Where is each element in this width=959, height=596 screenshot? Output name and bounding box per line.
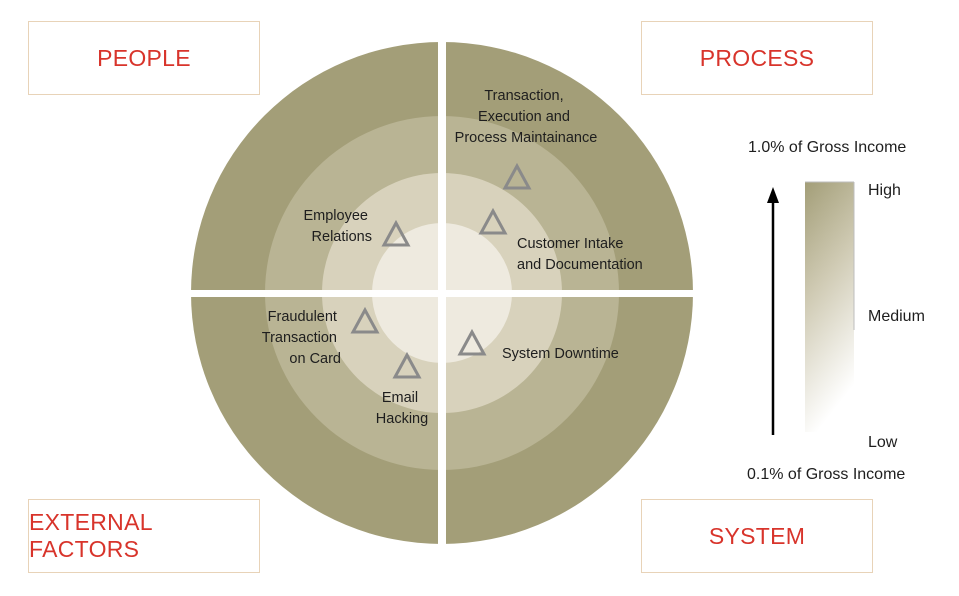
arrow-up-icon — [767, 187, 779, 203]
risk-marker-triangle-icon[interactable] — [502, 162, 532, 190]
quadrant-label-external-factors: EXTERNAL FACTORS — [28, 499, 260, 573]
risk-marker-triangle-icon[interactable] — [457, 328, 487, 356]
legend-top-label: 1.0% of Gross Income — [748, 139, 907, 156]
legend-low-label: Low — [868, 434, 898, 451]
risk-marker-triangle-icon[interactable] — [350, 306, 380, 334]
legend-high-label: High — [868, 182, 901, 199]
risk-label-email-hacking: Email Hacking — [376, 390, 428, 427]
risk-marker-triangle-icon[interactable] — [392, 351, 422, 379]
quadrant-label-system: SYSTEM — [641, 499, 873, 573]
legend-bottom-label: 0.1% of Gross Income — [747, 466, 906, 483]
risk-label-fraudulent-transaction: Fraudulent Transaction on Card — [262, 309, 341, 367]
legend-medium-label: Medium — [868, 308, 925, 325]
risk-label-customer-intake: Customer Intake and Documentation — [517, 236, 643, 273]
risk-label-transaction: Transaction, Execution and Process Maint… — [455, 88, 598, 146]
legend-gradient-bar — [805, 182, 854, 432]
risk-marker-triangle-icon[interactable] — [381, 219, 411, 247]
quadrant-label-people: PEOPLE — [28, 21, 260, 95]
quadrant-label-process: PROCESS — [641, 21, 873, 95]
risk-label-employee-relations: Employee Relations — [303, 208, 372, 245]
risk-marker-triangle-icon[interactable] — [478, 207, 508, 235]
risk-label-system-downtime: System Downtime — [502, 346, 619, 362]
divider-horizontal — [180, 290, 705, 297]
